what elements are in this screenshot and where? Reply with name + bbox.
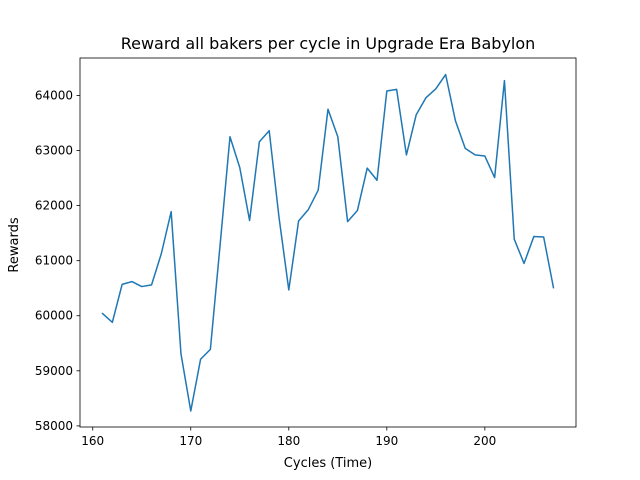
x-tick-label-160: 160 xyxy=(81,434,104,448)
y-tick-label-61000: 61000 xyxy=(35,254,73,268)
x-tick-label-170: 170 xyxy=(179,434,202,448)
y-tick-label-63000: 63000 xyxy=(35,144,73,158)
y-tick-label-58000: 58000 xyxy=(35,419,73,433)
series-line-0 xyxy=(101,73,555,412)
x-tick-label-200: 200 xyxy=(473,434,496,448)
x-tick-label-180: 180 xyxy=(277,434,300,448)
y-tick-label-60000: 60000 xyxy=(35,309,73,323)
y-tick-label-62000: 62000 xyxy=(35,199,73,213)
plot-frame xyxy=(79,57,577,428)
chart-title: Reward all bakers per cycle in Upgrade E… xyxy=(121,34,536,53)
y-tick-label-64000: 64000 xyxy=(35,88,73,102)
x-tick-label-190: 190 xyxy=(375,434,398,448)
y-tick-label-59000: 59000 xyxy=(35,364,73,378)
y-axis-label: Rewards xyxy=(7,217,22,272)
plot-area: 160 170 180 190 200 58000 59000 60000 61000 62000… xyxy=(35,57,577,448)
x-axis-label: Cycles (Time) xyxy=(284,456,372,471)
